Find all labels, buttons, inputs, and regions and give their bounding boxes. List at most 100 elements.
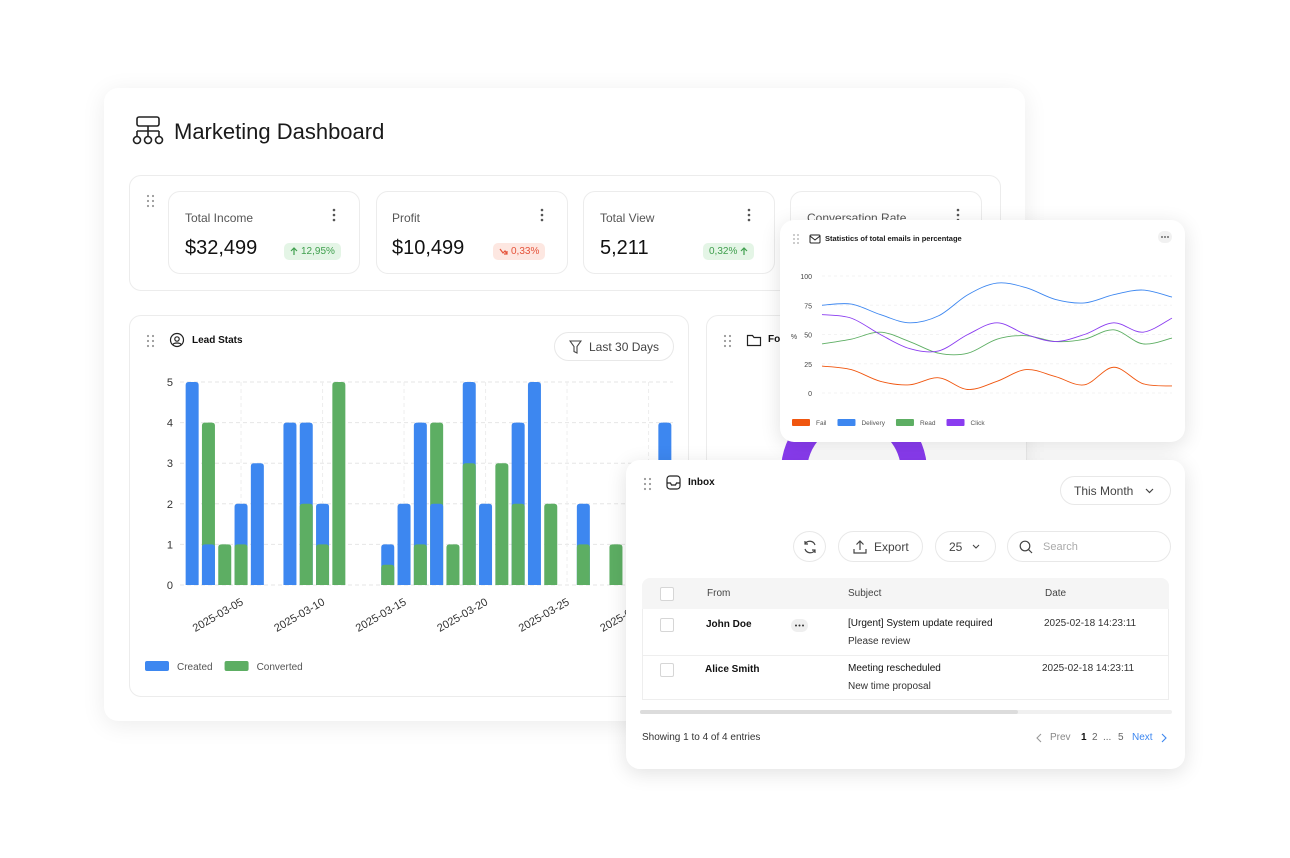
mail-icon	[809, 234, 821, 244]
stat-card: Total View 5,211 0,32%	[583, 191, 775, 274]
table-body	[642, 609, 1169, 700]
drag-handle[interactable]	[642, 477, 654, 491]
bar	[381, 564, 395, 585]
y-tick-label: 4	[167, 418, 173, 430]
checkbox[interactable]	[660, 618, 674, 632]
legend-swatch	[895, 419, 914, 426]
page-ellipsis: ...	[1103, 732, 1112, 743]
x-tick-label: 2025-03-25	[517, 596, 572, 635]
stat-label: Total View	[600, 211, 655, 225]
prev-button[interactable]: Prev	[1050, 732, 1071, 743]
change-text: 0,32%	[709, 246, 738, 257]
page-size-select[interactable]: 25	[935, 531, 996, 562]
change-text: 12,95%	[301, 246, 335, 257]
stat-label: Profit	[392, 211, 421, 225]
prev-icon	[1036, 733, 1042, 743]
period-text: This Month	[1074, 483, 1134, 498]
period-select[interactable]: This Month	[1060, 476, 1171, 505]
refresh-icon	[803, 540, 816, 553]
chevron	[1145, 488, 1154, 493]
email-stats-chart: % 0 25 50 75 100 Fail Delivery Read Click	[791, 274, 1173, 427]
column-header: Subject	[848, 588, 882, 599]
y-tick-label: 1	[167, 539, 173, 551]
card-menu[interactable]	[539, 208, 545, 222]
panel-title: Fo	[768, 334, 781, 345]
drag-handle[interactable]	[722, 334, 734, 348]
bar	[250, 463, 264, 585]
bar	[316, 544, 330, 585]
row-menu[interactable]	[791, 619, 808, 632]
card-menu[interactable]	[746, 208, 752, 222]
page-size-text: 25	[949, 539, 963, 554]
panel-title: Statistics of total emails in percentage	[825, 234, 962, 243]
line-series	[821, 365, 1173, 390]
y-tick-label: 25	[804, 362, 812, 369]
bar	[462, 463, 476, 585]
checkbox[interactable]	[660, 663, 674, 677]
row-preview: Please review	[848, 636, 911, 647]
page-button[interactable]: 2	[1092, 732, 1098, 743]
y-axis-label: %	[791, 334, 797, 341]
page-button[interactable]: 1	[1081, 732, 1087, 743]
next-button[interactable]: Next	[1132, 732, 1153, 743]
y-tick-label: 2	[167, 499, 173, 511]
refresh-button[interactable]	[793, 531, 826, 562]
y-tick-label: 50	[804, 333, 812, 340]
y-tick-label: 3	[167, 458, 173, 470]
x-tick-label: 2025-03-20	[435, 596, 490, 635]
legend-label: Converted	[257, 662, 303, 673]
bar	[397, 503, 411, 585]
bar	[430, 503, 444, 585]
bar	[201, 544, 215, 585]
bar	[576, 544, 590, 585]
table-footer: Showing 1 to 4 of 4 entries	[642, 732, 761, 743]
trend-arrow	[290, 247, 298, 255]
export-button[interactable]: Export	[838, 531, 923, 562]
change-badge: 12,95%	[284, 243, 341, 260]
legend-label: Read	[920, 420, 936, 427]
y-tick-label: 75	[804, 303, 812, 310]
chevron	[972, 544, 980, 549]
row-preview: New time proposal	[848, 681, 931, 692]
line-series	[821, 282, 1173, 324]
filter-text: Last 30 Days	[589, 339, 660, 354]
line-series	[821, 329, 1173, 356]
panel-menu[interactable]	[1158, 231, 1172, 243]
trend-arrow	[499, 248, 508, 255]
drag-handle[interactable]	[792, 233, 802, 245]
drag-handle[interactable]	[145, 194, 157, 208]
bar	[283, 422, 297, 585]
row-subject: Meeting rescheduled	[848, 663, 941, 674]
bar	[299, 503, 313, 585]
lead-icon	[169, 332, 185, 348]
bar	[527, 382, 541, 585]
scrollbar-thumb[interactable]	[640, 710, 1018, 714]
stat-value: $32,499	[185, 237, 258, 259]
page-button[interactable]: 5	[1118, 732, 1124, 743]
stat-card: Total Income $32,499 12,95%	[168, 191, 360, 274]
stat-value: $10,499	[392, 237, 465, 259]
x-tick-label: 2025-03-10	[272, 596, 327, 635]
card-menu[interactable]	[331, 208, 337, 222]
row-from: Alice Smith	[705, 664, 760, 675]
stat-label: Total Income	[185, 211, 254, 225]
checkbox[interactable]	[660, 587, 674, 601]
legend-swatch	[946, 419, 965, 426]
bar	[234, 544, 248, 585]
drag-handle[interactable]	[145, 334, 157, 348]
bar	[479, 503, 493, 585]
search-input[interactable]: Search	[1007, 531, 1171, 562]
search-placeholder: Search	[1043, 540, 1078, 553]
legend-swatch	[837, 419, 856, 426]
filter-icon	[569, 339, 582, 354]
trend-arrow	[740, 247, 748, 255]
row-date: 2025-02-18 14:23:11	[1042, 663, 1135, 674]
change-badge: 0,33%	[493, 243, 546, 260]
stat-card: Profit $10,499 0,33%	[376, 191, 568, 274]
bar	[185, 382, 199, 585]
date-filter[interactable]: Last 30 Days	[554, 332, 674, 361]
x-tick-label: 2025-03-15	[354, 596, 409, 635]
legend-label: Delivery	[861, 420, 885, 427]
line-series	[821, 314, 1173, 353]
next-icon	[1161, 733, 1167, 743]
